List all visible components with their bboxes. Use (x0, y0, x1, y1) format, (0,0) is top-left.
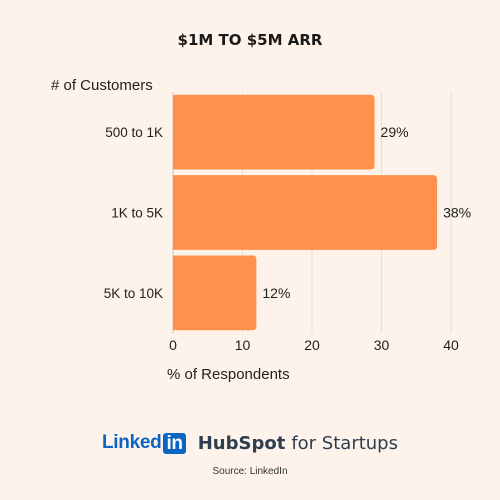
source-note: Source: LinkedIn (212, 466, 288, 477)
bars (173, 94, 438, 331)
category-label-1: 1K to 5K (111, 206, 163, 221)
data-label-0: 29% (381, 124, 409, 140)
data-label-1: 38% (443, 205, 471, 221)
y-axis-title: # of Customers (51, 77, 153, 94)
data-label-2: 12% (262, 285, 290, 301)
x-tick-0: 0 (169, 337, 177, 353)
category-label-0: 500 to 1K (105, 125, 163, 140)
bar-1 (173, 175, 438, 250)
x-tick-labels: 0 10 20 30 40 (169, 337, 459, 353)
chart-title: $1M TO $5M ARR (178, 31, 323, 49)
footer-logos: Linked in HubSpot for Startups (0, 432, 500, 454)
hubspot-logo: HubSpot for Startups (198, 433, 398, 454)
x-tick-40: 40 (443, 337, 459, 353)
x-axis-title: % of Respondents (167, 366, 290, 383)
bar-0 (173, 94, 375, 170)
category-labels: 500 to 1K 1K to 5K 5K to 10K (104, 125, 163, 301)
bar-2 (173, 255, 257, 331)
linkedin-wordmark: Linked (102, 432, 162, 453)
bar-chart: $1M TO $5M ARR # of Customers 29%38%12% … (51, 31, 471, 383)
x-tick-30: 30 (374, 337, 390, 353)
category-label-2: 5K to 10K (104, 286, 163, 301)
data-labels: 29% 38% 12% (262, 124, 471, 301)
x-tick-20: 20 (304, 337, 320, 353)
x-tick-10: 10 (235, 337, 251, 353)
hubspot-wordmark: HubSpot (197, 432, 286, 454)
linkedin-logo: Linked in (102, 432, 186, 454)
linkedin-in-badge: in (163, 432, 186, 454)
hubspot-tagline: for Startups (291, 432, 398, 454)
